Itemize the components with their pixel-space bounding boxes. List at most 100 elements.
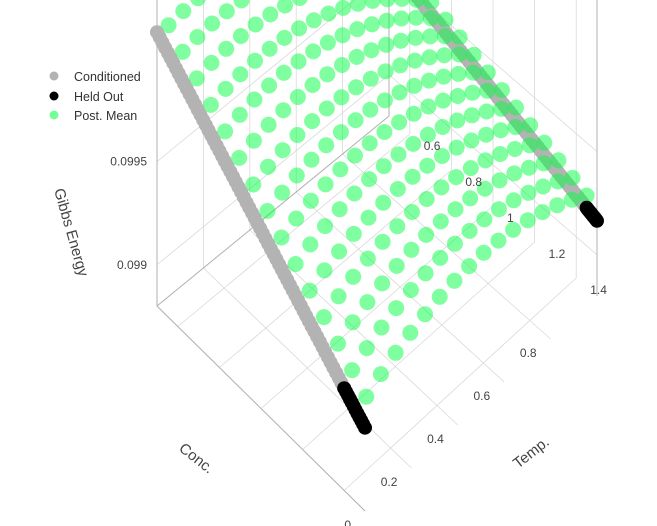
post-mean-point bbox=[422, 10, 439, 27]
post-mean-point bbox=[434, 119, 451, 135]
post-mean-point bbox=[302, 236, 319, 253]
post-mean-point bbox=[479, 82, 496, 99]
post-mean-point bbox=[377, 63, 394, 80]
post-mean-point bbox=[477, 152, 494, 169]
legend-marker-post-mean bbox=[49, 110, 59, 120]
post-mean-point bbox=[345, 268, 362, 285]
post-mean-point bbox=[288, 210, 305, 227]
x-axis-title: Conc. bbox=[176, 440, 217, 478]
held-out-point bbox=[590, 213, 604, 228]
post-mean-point bbox=[358, 340, 375, 357]
post-mean-point bbox=[417, 306, 433, 323]
post-mean-point bbox=[204, 15, 221, 32]
y-tick-label: 1 bbox=[507, 211, 514, 225]
post-mean-point bbox=[231, 149, 248, 166]
post-mean-point bbox=[291, 0, 308, 6]
post-mean-point bbox=[408, 9, 425, 26]
post-mean-point bbox=[393, 10, 410, 27]
post-mean-point bbox=[318, 100, 335, 117]
post-mean-point bbox=[275, 102, 292, 119]
post-mean-point bbox=[363, 42, 380, 59]
post-mean-point bbox=[331, 243, 348, 260]
post-mean-point bbox=[475, 244, 492, 261]
post-mean-point bbox=[374, 275, 391, 292]
post-mean-point bbox=[245, 132, 262, 149]
post-mean-point bbox=[505, 192, 522, 209]
y-axis-title: Temp. bbox=[510, 434, 553, 473]
post-mean-point bbox=[348, 48, 365, 65]
post-mean-point bbox=[378, 12, 395, 29]
post-mean-point bbox=[262, 6, 279, 23]
post-mean-point bbox=[330, 288, 347, 305]
post-mean-point bbox=[304, 77, 321, 93]
legend: Conditioned Held Out Post. Mean bbox=[49, 70, 141, 123]
post-mean-point bbox=[446, 235, 463, 252]
post-mean-point bbox=[403, 241, 420, 258]
post-mean-point bbox=[346, 185, 363, 202]
post-mean-point bbox=[232, 28, 249, 44]
post-mean-point bbox=[358, 388, 375, 405]
post-mean-point bbox=[492, 146, 509, 162]
post-mean-point bbox=[422, 28, 439, 45]
post-mean-point bbox=[520, 184, 537, 201]
post-mean-point bbox=[287, 256, 304, 272]
legend-marker-conditioned bbox=[49, 71, 59, 81]
post-mean-point bbox=[519, 212, 536, 229]
post-mean-point bbox=[536, 134, 553, 151]
post-mean-point bbox=[190, 0, 206, 7]
post-mean-point bbox=[344, 314, 361, 331]
z-tick-label: 0.099 bbox=[117, 258, 147, 272]
post-mean-point bbox=[390, 146, 407, 163]
post-mean-point bbox=[361, 171, 378, 188]
post-mean-point bbox=[478, 126, 495, 143]
post-mean-point bbox=[289, 89, 306, 105]
post-mean-point bbox=[436, 28, 453, 45]
post-mean-point bbox=[203, 54, 220, 71]
post-mean-point bbox=[360, 209, 377, 226]
post-mean-point bbox=[392, 32, 409, 49]
post-mean-point bbox=[449, 112, 466, 129]
post-mean-point bbox=[302, 192, 319, 209]
legend-item-conditioned[interactable]: Conditioned bbox=[49, 70, 141, 84]
post-mean-point bbox=[275, 64, 292, 81]
post-mean-point bbox=[304, 113, 321, 130]
post-mean-point bbox=[362, 70, 379, 87]
post-mean-point bbox=[261, 77, 278, 94]
post-mean-point bbox=[408, 0, 425, 8]
post-mean-point bbox=[506, 141, 523, 157]
post-mean-point bbox=[372, 366, 389, 383]
post-mean-point bbox=[347, 112, 364, 129]
y-tick-label: 0.6 bbox=[424, 139, 441, 153]
floor-gridline bbox=[177, 133, 411, 327]
legend-item-post-mean[interactable]: Post. Mean bbox=[49, 109, 138, 123]
post-mean-point bbox=[493, 100, 510, 117]
post-mean-point bbox=[245, 176, 262, 193]
post-mean-point bbox=[231, 106, 248, 123]
post-mean-point bbox=[435, 68, 452, 85]
post-mean-point bbox=[462, 160, 479, 177]
post-mean-point bbox=[217, 123, 234, 140]
post-mean-point bbox=[535, 178, 552, 195]
post-mean-point bbox=[320, 5, 337, 22]
post-mean-point bbox=[433, 179, 450, 196]
post-mean-point bbox=[259, 203, 276, 219]
z-tick-label: 0.0995 bbox=[110, 155, 147, 169]
post-mean-point bbox=[521, 137, 538, 154]
post-mean-point bbox=[465, 46, 482, 63]
legend-item-held-out[interactable]: Held Out bbox=[49, 90, 124, 104]
post-mean-point bbox=[464, 84, 481, 101]
post-mean-point bbox=[316, 262, 333, 279]
post-mean-point bbox=[479, 64, 496, 81]
post-mean-point bbox=[359, 294, 376, 311]
post-mean-point bbox=[450, 65, 467, 82]
post-mean-point bbox=[490, 232, 507, 249]
post-mean-point bbox=[330, 335, 346, 352]
post-mean-point bbox=[376, 124, 393, 140]
post-mean-point bbox=[508, 99, 524, 116]
post-mean-point bbox=[421, 49, 438, 66]
post-mean-point bbox=[394, 0, 410, 7]
post-mean-point bbox=[492, 122, 509, 139]
post-mean-point bbox=[364, 0, 381, 9]
y-tick-label: 1.4 bbox=[590, 283, 607, 297]
